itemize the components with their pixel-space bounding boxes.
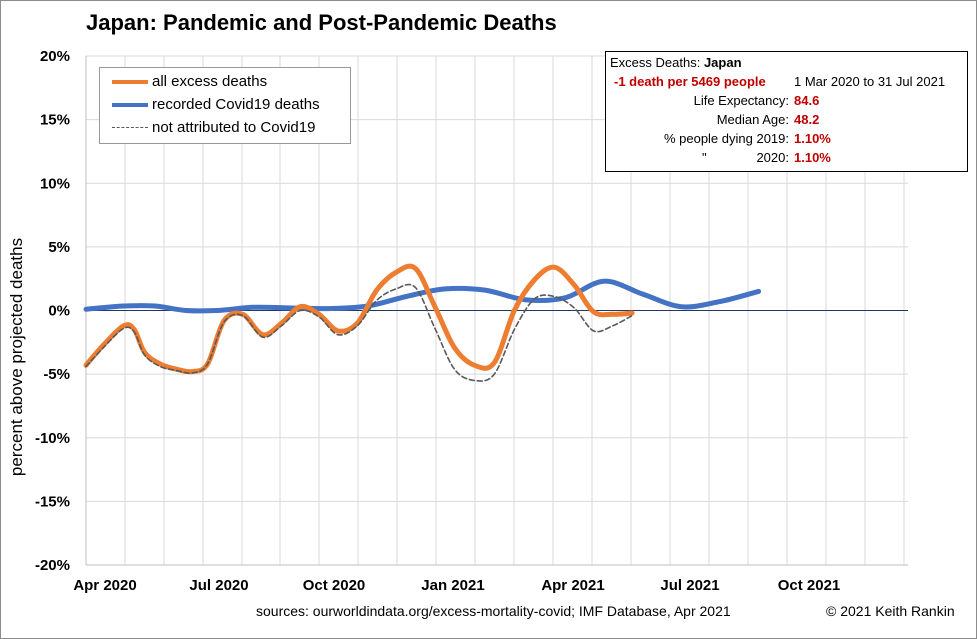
chart-title: Japan: Pandemic and Post-Pandemic Deaths — [86, 10, 557, 36]
x-tick-label: Oct 2020 — [303, 577, 366, 594]
info-life-expectancy-value: 84.6 — [794, 93, 820, 108]
info-period: 1 Mar 2020 to 31 Jul 2021 — [794, 74, 946, 89]
x-tick-label: Jan 2021 — [421, 577, 484, 594]
info-median-age-value: 48.2 — [794, 112, 820, 127]
legend-swatch-covid — [112, 103, 148, 107]
legend-item-non-covid: not attributed to Covid19 — [100, 117, 350, 139]
y-tick-label: 20% — [40, 48, 70, 65]
title-rest: : Pandemic and Post-Pandemic Deaths — [149, 10, 557, 35]
y-tick-label: 15% — [40, 112, 70, 129]
y-tick-label: 0% — [48, 303, 70, 320]
footer-copyright: © 2021 Keith Rankin — [826, 603, 955, 619]
info-dying-2019-value: 1.10% — [794, 131, 831, 146]
legend-label-covid: recorded Covid19 deaths — [152, 96, 320, 113]
info-life-expectancy-label: Life Expectancy: — [693, 93, 789, 108]
info-median-age-label: Median Age: — [716, 112, 789, 127]
x-tick-label: Oct 2021 — [778, 577, 841, 594]
legend-swatch-excess — [112, 80, 148, 84]
series-line-not-attributed — [85, 283, 633, 382]
series-line-excess-deaths — [83, 263, 635, 375]
info-dying-2019-label: % people dying 2019: — [663, 131, 789, 146]
x-tick-label: Apr 2020 — [73, 577, 136, 594]
legend-item-excess: all excess deaths — [100, 71, 350, 93]
y-tick-label: -15% — [35, 493, 70, 510]
y-tick-label: -20% — [35, 557, 70, 574]
legend-label-excess: all excess deaths — [152, 73, 268, 90]
y-tick-label: 10% — [40, 175, 70, 192]
legend-swatch-non-covid — [112, 127, 148, 128]
legend-item-covid: recorded Covid19 deaths — [100, 94, 350, 116]
info-header-label: Excess Deaths: — [610, 55, 701, 70]
info-box: Excess Deaths: Japan -1 death per 5469 p… — [605, 51, 968, 172]
info-dying-2020-label: 2020: — [756, 150, 789, 165]
title-country: Japan — [86, 10, 150, 35]
x-tick-label: Jul 2020 — [189, 577, 248, 594]
legend: all excess deaths recorded Covid19 death… — [99, 67, 351, 144]
x-tick-label: Jul 2021 — [660, 577, 719, 594]
info-dying-2020-value: 1.10% — [794, 150, 831, 165]
info-rate: -1 death per 5469 people — [614, 74, 766, 89]
legend-label-non-covid: not attributed to Covid19 — [152, 119, 316, 136]
y-tick-label: -5% — [43, 366, 70, 383]
footer-sources: sources: ourworldindata.org/excess-morta… — [256, 603, 731, 619]
info-header: Excess Deaths: Japan — [610, 55, 742, 70]
series-line-covid-deaths — [83, 278, 762, 314]
y-tick-label: 5% — [48, 239, 70, 256]
y-tick-label: -10% — [35, 430, 70, 447]
x-tick-label: Apr 2021 — [541, 577, 604, 594]
info-header-country: Japan — [703, 55, 742, 70]
info-ditto-mark: " — [702, 150, 707, 165]
